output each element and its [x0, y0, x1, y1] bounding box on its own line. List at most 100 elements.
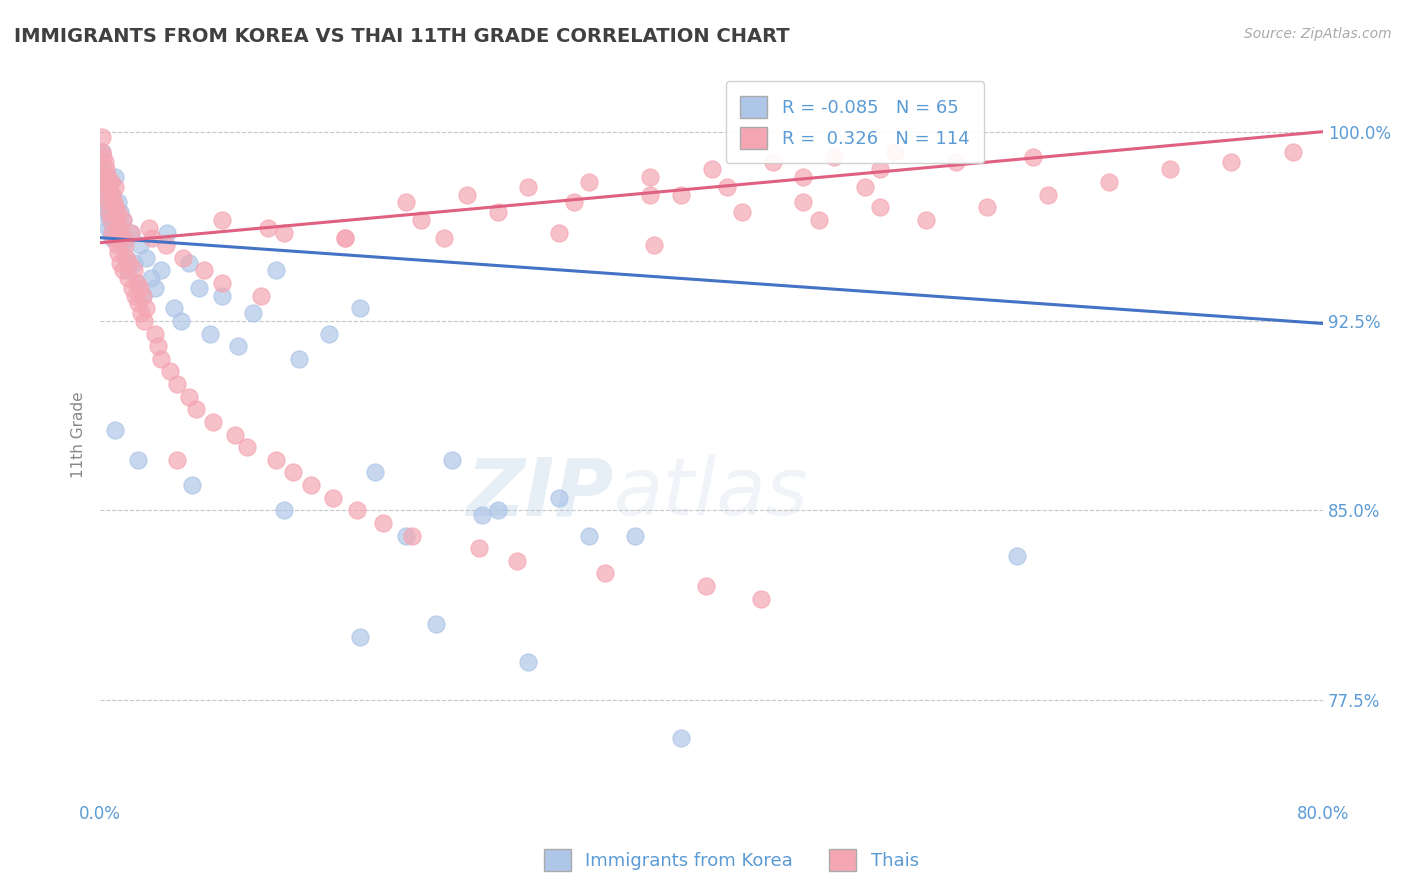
Point — [143, 281, 166, 295]
Point — [93, 180, 115, 194]
Point — [90, 145, 112, 159]
Point — [100, 175, 122, 189]
Point — [131, 306, 153, 320]
Point — [731, 205, 754, 219]
Point — [643, 238, 665, 252]
Point — [100, 213, 122, 227]
Point — [105, 213, 128, 227]
Point — [150, 351, 173, 366]
Point — [547, 226, 569, 240]
Point — [127, 452, 149, 467]
Point — [101, 230, 124, 244]
Point — [695, 579, 717, 593]
Text: IMMIGRANTS FROM KOREA VS THAI 11TH GRADE CORRELATION CHART: IMMIGRANTS FROM KOREA VS THAI 11TH GRADE… — [14, 27, 790, 45]
Point — [762, 155, 785, 169]
Point — [98, 213, 121, 227]
Point — [108, 220, 131, 235]
Point — [93, 155, 115, 169]
Point — [318, 326, 340, 341]
Legend: Immigrants from Korea, Thais: Immigrants from Korea, Thais — [536, 842, 927, 879]
Point — [114, 238, 136, 252]
Point — [166, 377, 188, 392]
Point — [117, 263, 139, 277]
Point — [257, 220, 280, 235]
Point — [976, 200, 998, 214]
Point — [853, 180, 876, 194]
Point — [143, 326, 166, 341]
Point — [1021, 150, 1043, 164]
Point — [128, 238, 150, 252]
Point — [945, 155, 967, 169]
Point — [98, 187, 121, 202]
Point — [440, 452, 463, 467]
Point — [104, 170, 127, 185]
Point — [150, 263, 173, 277]
Point — [506, 554, 529, 568]
Point — [96, 162, 118, 177]
Point — [91, 162, 114, 177]
Point — [125, 276, 148, 290]
Point — [264, 452, 287, 467]
Point — [122, 256, 145, 270]
Point — [104, 423, 127, 437]
Point — [624, 528, 647, 542]
Point — [433, 230, 456, 244]
Point — [110, 230, 132, 244]
Text: Source: ZipAtlas.com: Source: ZipAtlas.com — [1244, 27, 1392, 41]
Point — [640, 187, 662, 202]
Point — [172, 251, 194, 265]
Point — [669, 187, 692, 202]
Point — [96, 180, 118, 194]
Point — [869, 162, 891, 177]
Point — [120, 226, 142, 240]
Point — [127, 296, 149, 310]
Point — [177, 256, 200, 270]
Point — [170, 314, 193, 328]
Point — [107, 245, 129, 260]
Point — [186, 402, 208, 417]
Point — [108, 256, 131, 270]
Point — [202, 415, 225, 429]
Text: ZIP: ZIP — [467, 454, 614, 533]
Point — [101, 226, 124, 240]
Point — [122, 263, 145, 277]
Point — [562, 195, 585, 210]
Point — [100, 175, 122, 189]
Point — [107, 205, 129, 219]
Point — [115, 251, 138, 265]
Point — [159, 364, 181, 378]
Point — [110, 238, 132, 252]
Point — [593, 566, 616, 581]
Point — [669, 731, 692, 745]
Point — [456, 187, 478, 202]
Point — [517, 180, 540, 194]
Point — [792, 195, 814, 210]
Point — [884, 145, 907, 159]
Point — [807, 213, 830, 227]
Point — [180, 478, 202, 492]
Point — [321, 491, 343, 505]
Point — [112, 213, 135, 227]
Point — [188, 281, 211, 295]
Point — [914, 213, 936, 227]
Point — [716, 180, 738, 194]
Point — [547, 491, 569, 505]
Point — [93, 170, 115, 185]
Point — [395, 195, 418, 210]
Point — [103, 195, 125, 210]
Point — [98, 205, 121, 219]
Point — [249, 289, 271, 303]
Point — [333, 230, 356, 244]
Point — [121, 281, 143, 295]
Point — [91, 150, 114, 164]
Point — [124, 289, 146, 303]
Point — [224, 427, 246, 442]
Point — [134, 314, 156, 328]
Point — [120, 226, 142, 240]
Point — [103, 230, 125, 244]
Point — [395, 528, 418, 542]
Point — [107, 195, 129, 210]
Point — [135, 301, 157, 316]
Point — [162, 301, 184, 316]
Point — [226, 339, 249, 353]
